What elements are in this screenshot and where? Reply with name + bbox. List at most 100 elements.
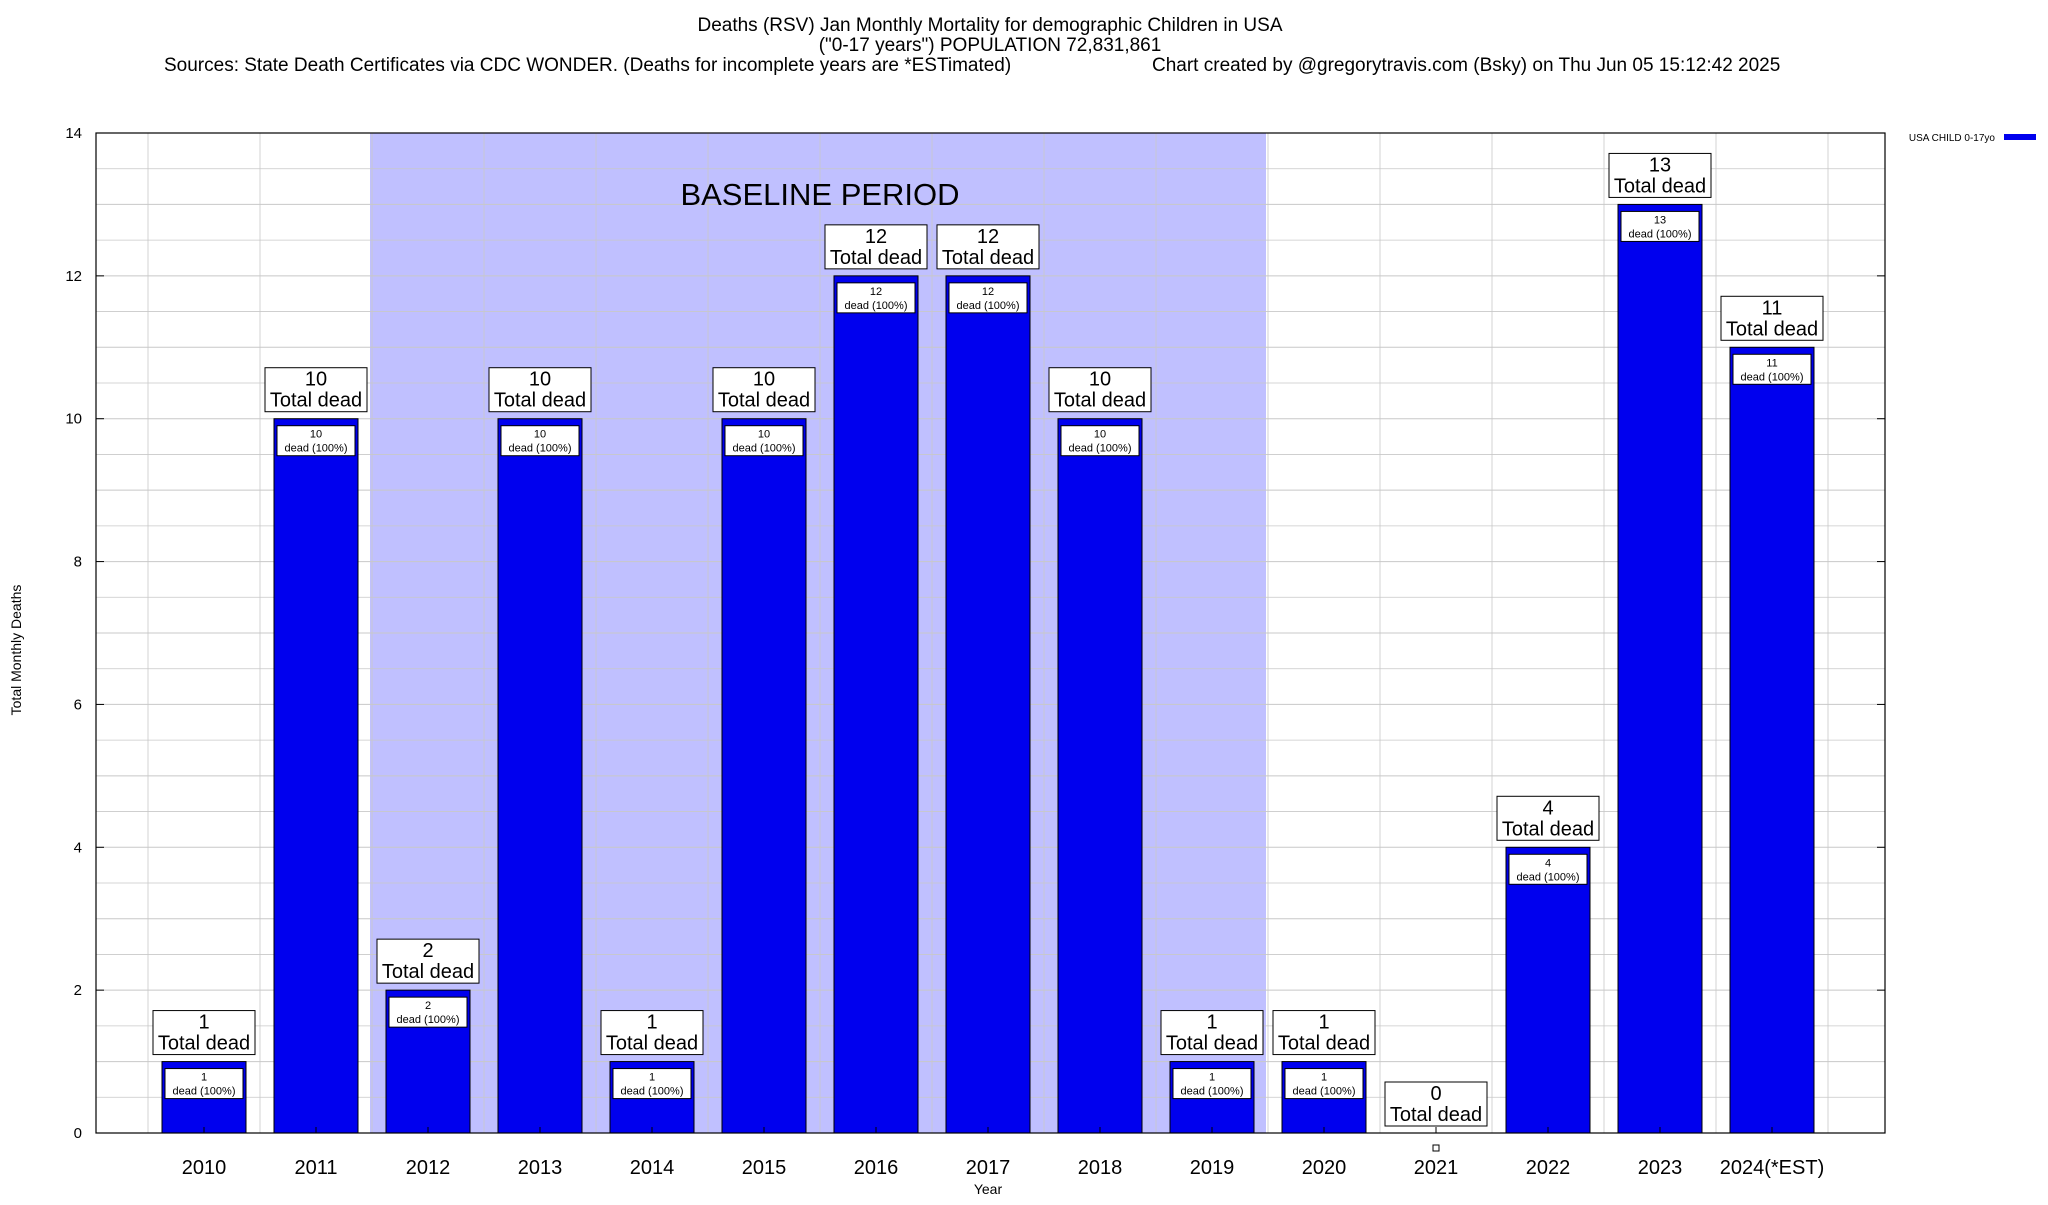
total-label-box [712,367,816,413]
inner-label-box [388,996,468,1028]
x-tick-label: 2010 [182,1157,227,1179]
x-tick-label: 2017 [966,1157,1011,1179]
bar-2018 [1057,418,1143,1134]
x-tick-label: 2018 [1078,1157,1123,1179]
total-label-box [824,224,928,270]
inner-label-percent: dead (100%) [1293,1086,1356,1098]
baseline-period-annotation: BASELINE PERIOD [680,177,959,212]
total-label-box [1384,1081,1488,1127]
inner-label-box [1620,210,1700,242]
inner-label-percent: dead (100%) [1629,228,1692,240]
total-label-text: Total dead [1054,390,1146,412]
inner-label-value: 1 [1209,1072,1215,1084]
total-label-box [1048,367,1152,413]
total-label-text: Total dead [1502,818,1594,840]
inner-label-box [164,1068,244,1100]
inner-label-percent: dead (100%) [1517,871,1580,883]
chart-title-line2: ("0-17 years") POPULATION 72,831,861 [819,35,1162,56]
inner-label-box [276,425,356,457]
chart-sources: Sources: State Death Certificates via CD… [164,55,1011,76]
inner-label-box [612,1068,692,1100]
bar-2011 [273,418,359,1134]
inner-label-2016: 12 dead (100%) [836,282,916,314]
total-label-value: 11 [1762,297,1783,319]
y-tick-label: 10 [65,411,82,428]
total-label-text: Total dead [382,961,474,983]
y-tick-label: 6 [74,696,82,713]
inner-label-2019: 1 dead (100%) [1172,1068,1252,1100]
x-tick-label: 2021 [1414,1157,1459,1179]
total-label-text: Total dead [830,247,922,269]
total-label-box [264,367,368,413]
total-label-value: 1 [1206,1012,1217,1034]
bar-2023 [1617,203,1703,1134]
total-label-text: Total dead [494,390,586,412]
total-label-text: Total dead [1726,318,1818,340]
y-tick-label: 14 [65,125,82,142]
total-label-box [1160,1010,1264,1056]
inner-label-value: 1 [1321,1072,1327,1084]
bar-2013 [497,418,583,1134]
x-tick-label: 2013 [518,1157,563,1179]
inner-label-value: 1 [201,1072,207,1084]
inner-label-2022: 4 dead (100%) [1508,853,1588,885]
inner-label-box [1284,1068,1364,1100]
inner-label-2012: 2 dead (100%) [388,996,468,1028]
bar-2015 [721,418,807,1134]
total-label-box [600,1010,704,1056]
inner-label-box [1732,353,1812,385]
total-label-value: 2 [422,940,433,962]
inner-label-box [836,282,916,314]
inner-label-2015: 10 dead (100%) [724,425,804,457]
bars [161,203,1815,1152]
inner-label-percent: dead (100%) [173,1086,236,1098]
inner-label-box [724,425,804,457]
inner-label-box [1172,1068,1252,1100]
axes: 2010 2011 2012 2013 2014 2015 2016 2017 2018 2019… [65,125,1886,1179]
legend-swatch [2004,134,2036,140]
x-tick-label: 2012 [406,1157,451,1179]
x-tick-label: 2023 [1638,1157,1683,1179]
total-label-text: Total dead [270,390,362,412]
inner-label-percent: dead (100%) [1741,371,1804,383]
inner-label-box [1508,853,1588,885]
total-label-text: Total dead [1278,1033,1370,1055]
total-label-text: Total dead [718,390,810,412]
inner-label-value: 10 [758,429,770,441]
inner-label-value: 13 [1654,214,1666,226]
total-label-box [1720,295,1824,341]
inner-label-percent: dead (100%) [957,300,1020,312]
inner-label-value: 10 [310,429,322,441]
total-label-text: Total dead [942,247,1034,269]
total-label-value: 10 [1089,369,1111,391]
total-label-value: 12 [977,226,999,248]
total-label-box [1496,795,1600,841]
x-tick-label: 2015 [742,1157,787,1179]
inner-label-percent: dead (100%) [397,1014,460,1026]
bar-2016 [833,275,919,1134]
inner-label-2011: 10 dead (100%) [276,425,356,457]
inner-label-box [500,425,580,457]
total-label-box [152,1010,256,1056]
total-label-value: 1 [198,1012,209,1034]
total-label-box [376,938,480,984]
inner-label-percent: dead (100%) [1181,1086,1244,1098]
inner-label-2020: 1 dead (100%) [1284,1068,1364,1100]
inner-label-percent: dead (100%) [621,1086,684,1098]
x-tick-label: 2019 [1190,1157,1235,1179]
x-axis-label: Year [974,1181,1003,1197]
inner-label-box [1060,425,1140,457]
x-tick-label: 2022 [1526,1157,1571,1179]
zero-marker-2021 [1432,1144,1440,1152]
total-label-text: Total dead [158,1033,250,1055]
